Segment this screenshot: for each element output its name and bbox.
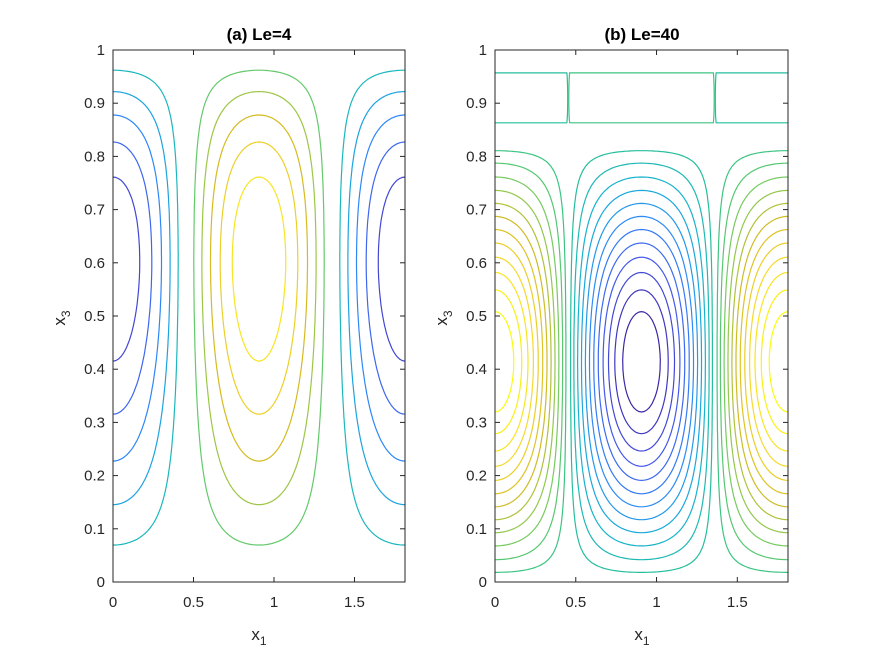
- contour-line-3: [602, 256, 681, 467]
- panel-a-axes: 0 0.5 1 1.5 0 0.1 0.2 0.3 0.4 0.5 0.6 0.7 0.8 0.9 1: [84, 42, 406, 611]
- contour-line-18: [495, 228, 788, 495]
- contour-line-8: [580, 189, 703, 534]
- x-tick-label: 1: [652, 594, 660, 611]
- contour-line-17: [495, 215, 788, 508]
- contour-line-21: [495, 271, 788, 452]
- panel-b-contours: [495, 72, 788, 573]
- contour-line-13: [495, 162, 788, 561]
- contour-line-6: [193, 69, 325, 546]
- y-tick-label: 0.6: [84, 255, 105, 272]
- contour-line-19: [495, 242, 788, 481]
- x-tick-label: 0: [109, 594, 117, 611]
- y-tick-label: 0.2: [466, 468, 487, 485]
- panel-a-title: (a) Le=4: [227, 25, 292, 44]
- contour-line-10: [573, 162, 710, 561]
- y-tick-label: 0: [479, 574, 487, 591]
- y-tick-label: 1: [97, 42, 105, 59]
- y-tick-label: 0.8: [466, 148, 487, 165]
- y-tick-label: 0.3: [84, 414, 105, 431]
- contour-line-15: [495, 189, 788, 534]
- contour-line-14: [495, 176, 788, 547]
- panel-a: (a) Le=4 0 0.5 1 1.500.10.20.30.40.50.60.70…: [50, 25, 406, 648]
- panel-a-x-axis-label: x1: [251, 625, 267, 648]
- contour-line-8: [209, 114, 309, 462]
- x-tick-label: 1: [270, 594, 278, 611]
- panel-b-axes: 0 0.5 1 1.5 0 0.1 0.2 0.3 0.4 0.5 0.6 0.7 0.8 0.9 1: [466, 42, 789, 611]
- y-tick-label: 0.8: [84, 148, 105, 165]
- y-tick-label: 0.4: [84, 361, 105, 378]
- contour-line-5: [593, 228, 690, 495]
- contour-line-10: [231, 176, 287, 362]
- contour-line-7: [201, 91, 317, 506]
- contour-line-16: [495, 202, 788, 521]
- x-tick-label: 0: [491, 594, 499, 611]
- y-tick-label: 0.4: [466, 361, 487, 378]
- contour-line-5: [113, 69, 405, 546]
- contour-line-22: [495, 289, 788, 435]
- contour-line-9: [577, 176, 706, 547]
- contour-line-7: [584, 202, 699, 521]
- x-tick-label: 1.5: [727, 594, 748, 611]
- contour-line-11: [495, 72, 788, 573]
- contour-line-4: [597, 242, 686, 481]
- contour-line-23: [495, 311, 788, 413]
- y-tick-label: 1: [479, 42, 487, 59]
- x-tick-label: 1.5: [344, 594, 365, 611]
- contour-line-20: [495, 256, 788, 467]
- panel-b-y-axis-label: x3: [432, 310, 455, 326]
- panel-a-y-axis-label: x3: [50, 310, 73, 326]
- contour-line-9: [219, 141, 299, 415]
- y-tick-label: 0.7: [84, 202, 105, 219]
- x-tick-label: 0.5: [565, 594, 586, 611]
- y-tick-label: 0.1: [84, 521, 105, 538]
- contour-line-1: [614, 289, 669, 435]
- panel-b-x-axis-label: x1: [634, 625, 650, 648]
- y-tick-label: 0.2: [84, 468, 105, 485]
- contour-line-0: [622, 311, 661, 413]
- contour-line-2: [607, 271, 676, 452]
- y-tick-label: 0: [97, 574, 105, 591]
- contour-line-1: [113, 176, 405, 362]
- x-tick-label: 0.5: [183, 594, 204, 611]
- y-tick-label: 0.3: [466, 414, 487, 431]
- contour-line-2: [113, 141, 405, 415]
- contour-line-12: [495, 72, 788, 573]
- y-tick-label: 0.5: [466, 308, 487, 325]
- panel-b-title: (b) Le=40: [604, 25, 679, 44]
- y-tick-label: 0.9: [466, 95, 487, 112]
- contour-line-3: [113, 114, 405, 462]
- y-tick-label: 0.1: [466, 521, 487, 538]
- panel-b: (b) Le=40 0 0.5 1 1.5 0 0.1 0.2 0.3 0.4 0.5 0.6 0.7…: [432, 25, 789, 648]
- y-tick-label: 0.9: [84, 95, 105, 112]
- y-tick-label: 0.7: [466, 202, 487, 219]
- contour-line-6: [588, 215, 695, 508]
- y-tick-label: 0.5: [84, 308, 105, 325]
- y-tick-label: 0.6: [466, 255, 487, 272]
